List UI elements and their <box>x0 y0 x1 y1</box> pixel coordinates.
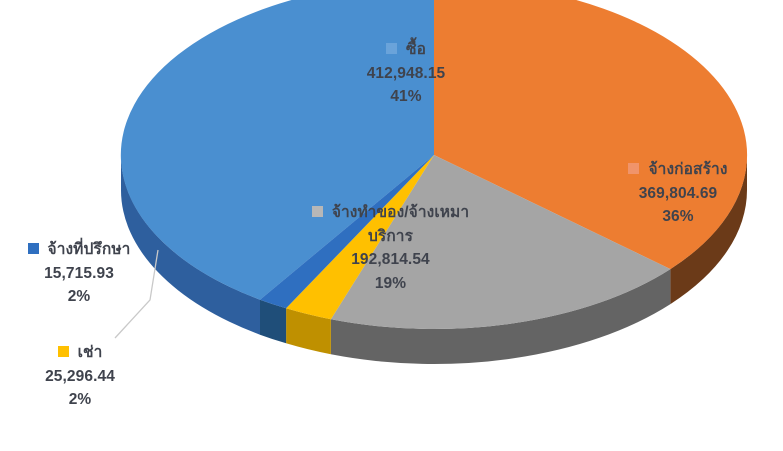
pie-3d-side-walls <box>120 155 748 365</box>
slice-side-build <box>670 155 748 305</box>
slice-side-buy <box>120 155 261 335</box>
slice-top-consult[interactable] <box>260 155 434 309</box>
leader-line-rent <box>114 249 159 339</box>
slice-top-rent[interactable] <box>286 155 434 320</box>
slice-side-hire <box>330 269 671 365</box>
slice-top-hire[interactable] <box>330 155 671 330</box>
slice-side-consult <box>260 299 287 344</box>
slice-side-rent <box>286 308 331 355</box>
pie-top-face <box>120 0 748 330</box>
slice-top-buy[interactable] <box>120 0 434 300</box>
slice-top-build[interactable] <box>434 0 748 270</box>
